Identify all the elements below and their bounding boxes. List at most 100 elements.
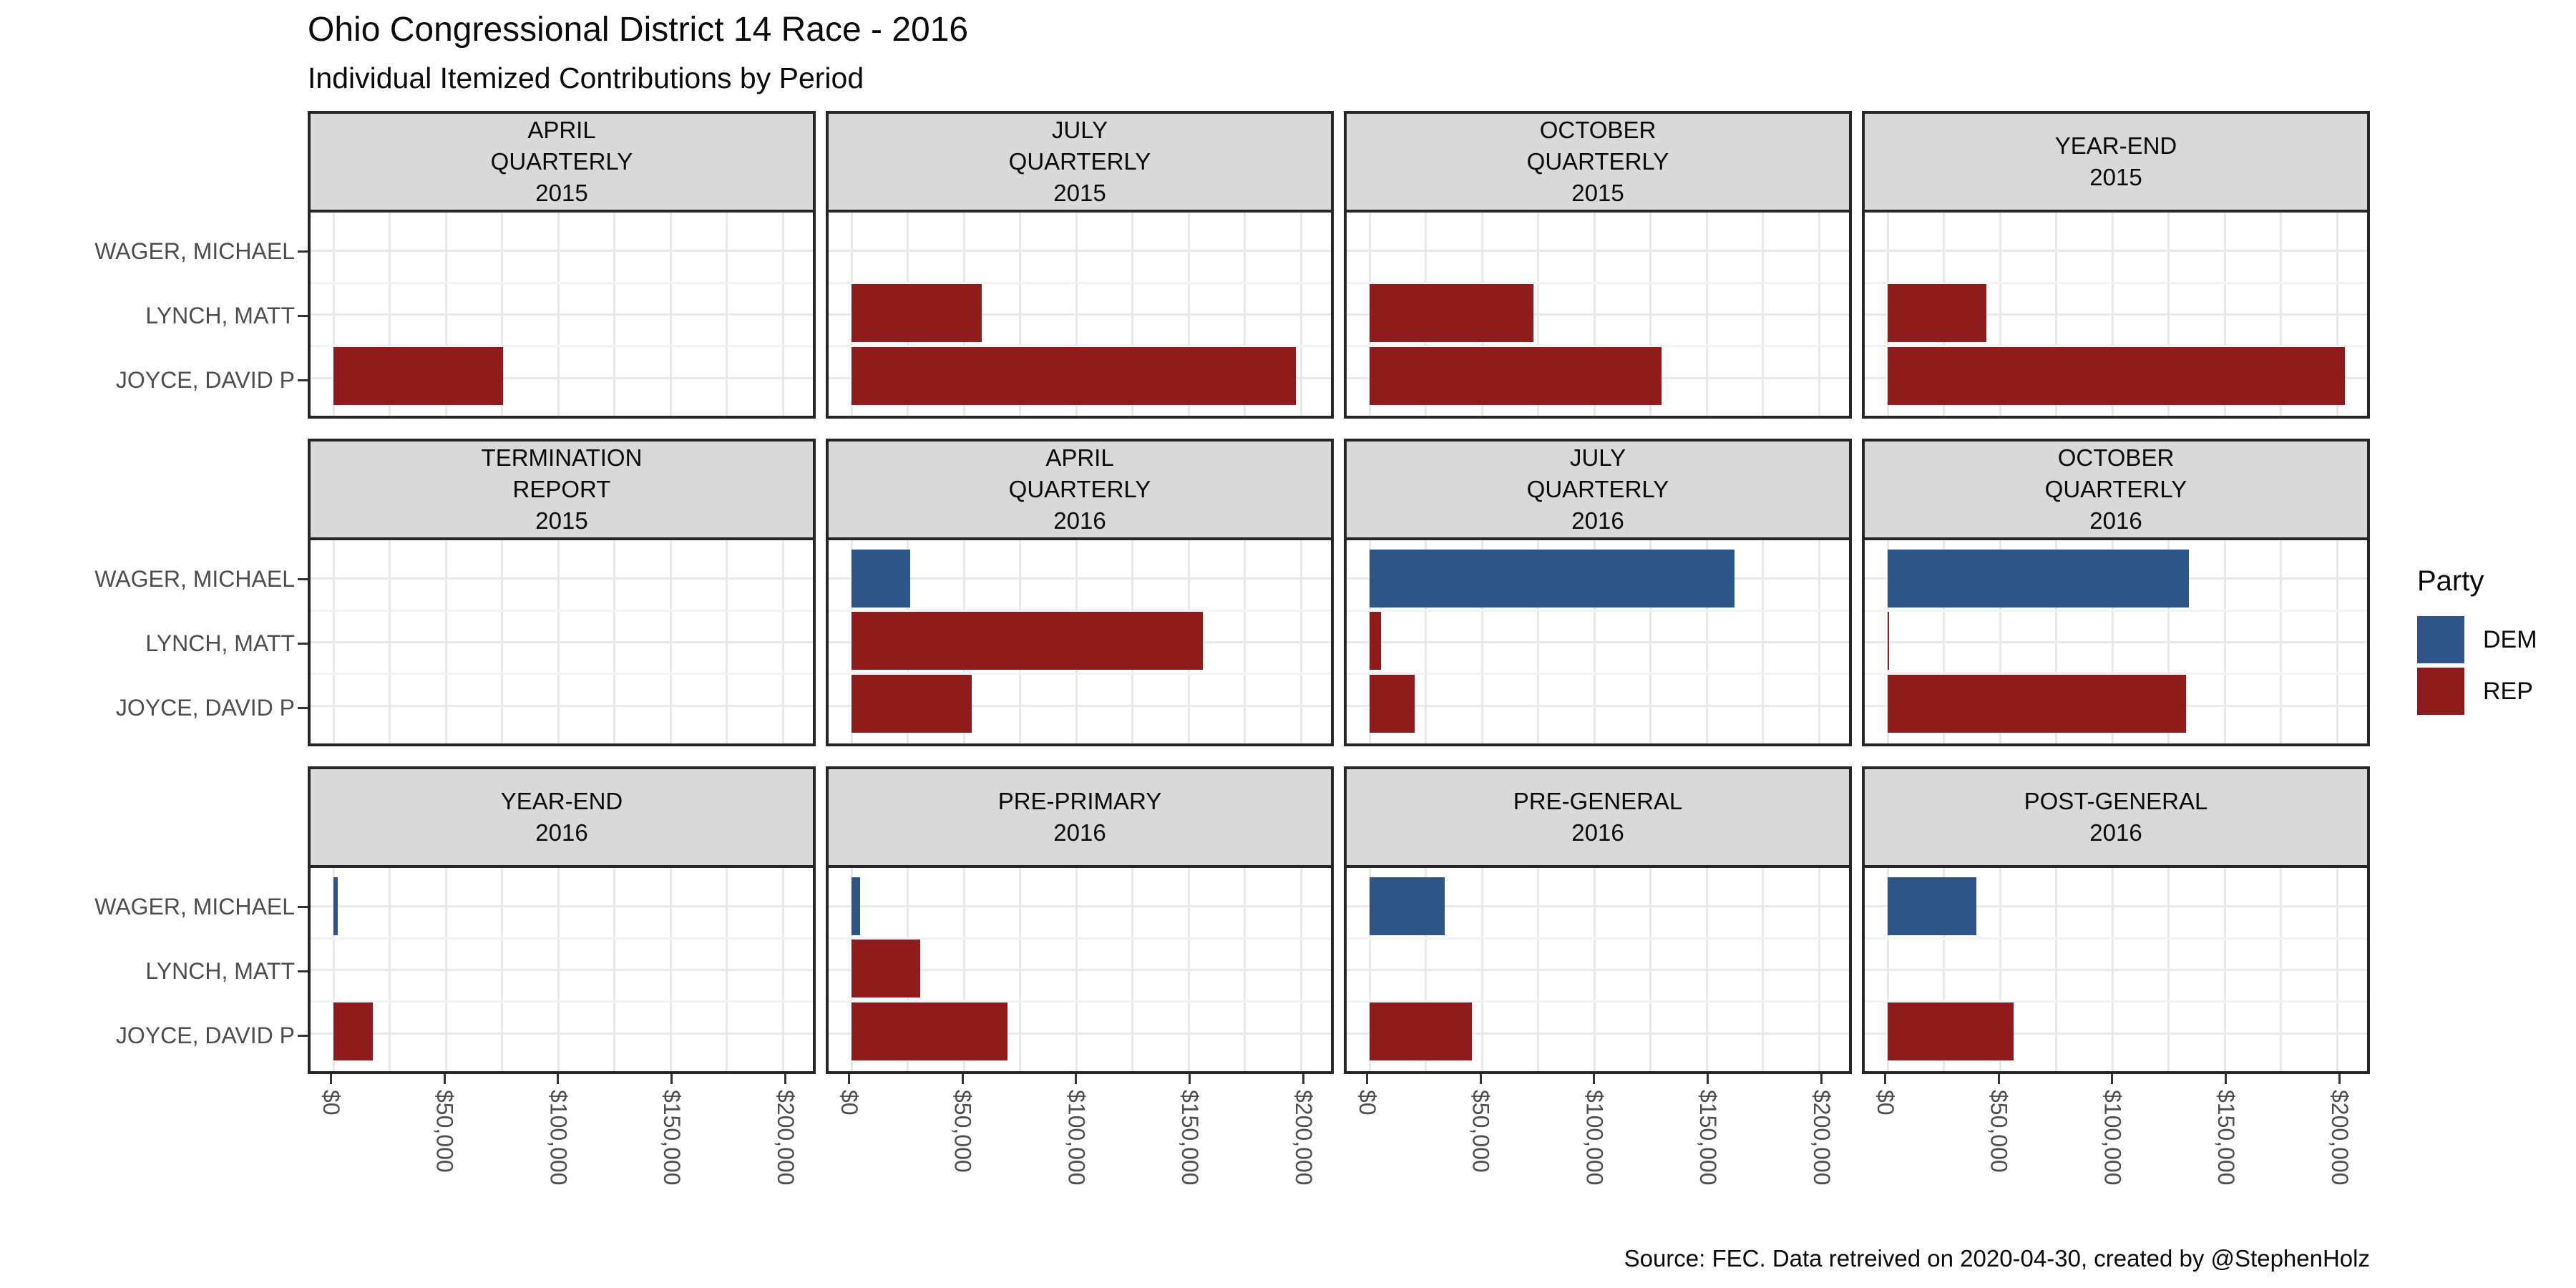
facet-strip-line: 2016 <box>1053 819 1106 846</box>
gridline-y-minor <box>1347 281 1849 284</box>
facet-strip-line: 2016 <box>2089 507 2142 534</box>
facet-strip-line: OCTOBER <box>1539 117 1657 143</box>
y-axis-label-lynch-matt: LYNCH, MATT <box>145 630 295 656</box>
x-axis-label-0: $0 <box>836 1090 862 1116</box>
bar-joyce-david-p-post-general-2016 <box>1887 1002 2014 1060</box>
x-axis-tick <box>2111 1074 2114 1084</box>
x-axis-tick <box>847 1074 850 1084</box>
legend-title: Party <box>2417 565 2484 597</box>
bar-joyce-david-p-year-end-2015 <box>1887 346 2345 405</box>
facet-strip-july-quarterly-2016: JULY QUARTERLY 2016 <box>1344 439 1852 540</box>
facet-july-quarterly-2016: JULY QUARTERLY 2016 <box>1344 439 1852 746</box>
gridline-y-minor <box>311 345 813 348</box>
y-axis-tick <box>298 905 308 908</box>
x-axis-label-100000: $100,000 <box>2099 1090 2126 1186</box>
facet-strip-line: REPORT <box>512 476 611 502</box>
gridline-y-major <box>1865 313 2367 316</box>
x-axis-tick <box>1302 1074 1304 1084</box>
x-axis-tick <box>1479 1074 1482 1084</box>
bar-joyce-david-p-october-quarterly-2016 <box>1887 674 2187 733</box>
facet-strip-july-quarterly-2015: JULY QUARTERLY 2015 <box>826 111 1334 213</box>
facet-strip-line: QUARTERLY <box>1008 148 1151 175</box>
gridline-y-major <box>311 905 813 908</box>
bar-wager-michael-pre-general-2016 <box>1369 877 1445 935</box>
gridline-y-minor <box>1865 609 2367 612</box>
facet-strip-line: POST-GENERAL <box>2024 788 2208 814</box>
facet-strip-line: 2016 <box>1571 507 1624 534</box>
gridline-y-major <box>311 704 813 707</box>
x-axis-label-200000: $200,000 <box>1290 1090 1317 1186</box>
facet-strip-year-end-2015: YEAR-END 2015 <box>1862 111 2370 213</box>
x-axis-tick <box>443 1074 446 1084</box>
bar-joyce-david-p-july-quarterly-2016 <box>1369 674 1415 733</box>
gridline-y-major <box>1865 1032 2367 1035</box>
facet-strip-line: 2016 <box>2089 819 2142 846</box>
chart-title: Ohio Congressional District 14 Race - 20… <box>308 11 969 49</box>
bar-wager-michael-april-quarterly-2016 <box>851 549 910 608</box>
facet-termination-report-2015: TERMINATION REPORT 2015 WAGER, MICHAEL LYNCH… <box>94 439 816 746</box>
facet-strip-line: 2015 <box>1571 180 1624 206</box>
x-axis-tick <box>670 1074 673 1084</box>
x-axis-label-0: $0 <box>1872 1090 1898 1116</box>
facet-strip-line: QUARTERLY <box>490 148 633 175</box>
bar-lynch-matt-april-quarterly-2016 <box>851 612 1204 670</box>
facet-strip-april-quarterly-2015: APRIL QUARTERLY 2015 <box>308 111 816 213</box>
x-axis-label-50000: $50,000 <box>950 1090 976 1173</box>
facet-october-quarterly-2016: OCTOBER QUARTERLY 2016 <box>1862 439 2370 746</box>
facet-april-quarterly-2016: APRIL QUARTERLY 2016 <box>826 439 1334 746</box>
gridline-y-major <box>1865 905 2367 908</box>
gridline-y-major <box>311 376 813 379</box>
facet-october-quarterly-2015: OCTOBER QUARTERLY 2015 <box>1344 111 1852 419</box>
x-axis-label-0: $0 <box>318 1090 344 1116</box>
bar-joyce-david-p-year-end-2016 <box>333 1002 373 1060</box>
legend-item-rep: REP <box>2417 668 2537 715</box>
gridline-y-major <box>1865 969 2367 971</box>
facet-panel-october-quarterly-2015 <box>1344 213 1852 419</box>
facet-pre-primary-2016: PRE-PRIMARY 2016 $0 $50,000 $100,000 $150,000… <box>826 766 1334 1185</box>
x-axis-tick <box>1997 1074 2000 1084</box>
bar-joyce-david-p-april-quarterly-2015 <box>333 346 503 405</box>
bar-joyce-david-p-july-quarterly-2015 <box>851 346 1297 405</box>
gridline-y-major <box>829 1032 1331 1035</box>
gridline-y-major <box>311 969 813 971</box>
legend-swatch-dem <box>2417 616 2464 663</box>
gridline-y-minor <box>1347 345 1849 348</box>
x-axis-label-100000: $100,000 <box>1581 1090 1608 1186</box>
gridline-y-minor <box>1347 937 1849 940</box>
facet-april-quarterly-2015: APRIL QUARTERLY 2015 WAGER, MICHAEL LYNCH, M… <box>94 111 816 419</box>
gridline-y-major <box>1347 250 1849 253</box>
x-axis-tick <box>1189 1074 1191 1084</box>
facet-strip-line: JULY <box>1569 444 1626 471</box>
x-axis-label-100000: $100,000 <box>1063 1090 1090 1186</box>
facet-strip-line: QUARTERLY <box>1526 148 1669 175</box>
facet-strip-october-quarterly-2016: OCTOBER QUARTERLY 2016 <box>1862 439 2370 540</box>
facet-strip-line: APRIL <box>527 117 596 143</box>
facet-strip-line: YEAR-END <box>500 788 623 814</box>
y-axis-label-wager-michael: WAGER, MICHAEL <box>94 566 295 592</box>
y-axis-tick <box>298 970 308 972</box>
facet-panel-october-quarterly-2016 <box>1862 540 2370 746</box>
gridline-y-minor <box>829 673 1331 675</box>
gridline-y-minor <box>1865 937 2367 940</box>
gridline-y-minor <box>311 609 813 612</box>
y-axis-label-wager-michael: WAGER, MICHAEL <box>94 238 295 264</box>
facet-strip-line: OCTOBER <box>2057 444 2175 471</box>
gridline-y-minor <box>829 1000 1331 1003</box>
x-axis-label-150000: $150,000 <box>659 1090 686 1186</box>
facet-strip-line: QUARTERLY <box>2044 476 2187 502</box>
gridline-y-major <box>311 641 813 643</box>
x-axis-tick <box>961 1074 964 1084</box>
legend-item-dem: DEM <box>2417 616 2537 663</box>
bar-wager-michael-year-end-2016 <box>333 877 338 935</box>
gridline-y-major <box>1347 704 1849 707</box>
x-axis-tick <box>784 1074 786 1084</box>
y-axis-tick <box>298 642 308 645</box>
x-axis-tick <box>1075 1074 1078 1084</box>
bar-joyce-david-p-pre-general-2016 <box>1369 1002 1472 1060</box>
facet-post-general-2016: POST-GENERAL 2016 $0 $50,000 $100,000 $150,00… <box>1862 766 2370 1185</box>
bar-joyce-david-p-october-quarterly-2015 <box>1369 346 1662 405</box>
x-axis-tick <box>1820 1074 1823 1084</box>
x-axis-label-100000: $100,000 <box>545 1090 572 1186</box>
source-caption: Source: FEC. Data retreived on 2020-04-3… <box>1624 1245 2370 1272</box>
